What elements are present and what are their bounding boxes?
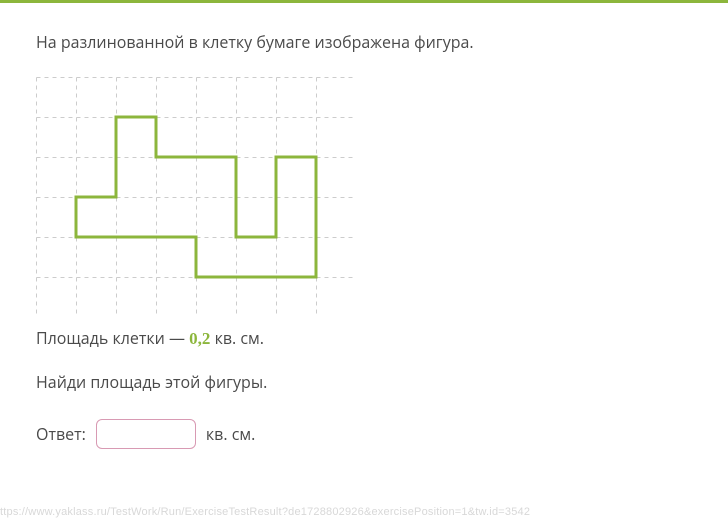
task-text: Найди площадь этой фигуры. (36, 371, 692, 393)
answer-input[interactable] (96, 419, 196, 449)
figure-area (36, 77, 356, 301)
exercise-content: На разлинованной в клетку бумаге изображ… (0, 3, 728, 449)
grid-figure-svg (36, 77, 356, 317)
prompt-text: На разлинованной в клетку бумаге изображ… (36, 31, 692, 53)
answer-unit: кв. см. (206, 423, 255, 445)
watermark-url: ttps://www.yaklass.ru/TestWork/Run/Exerc… (0, 506, 728, 518)
answer-row: Ответ: кв. см. (36, 419, 692, 449)
cell-area-line: Площадь клетки — 0,2 кв. см. (36, 327, 692, 349)
cell-area-prefix: Площадь клетки — (36, 327, 189, 349)
cell-area-suffix: кв. см. (210, 327, 264, 349)
answer-label: Ответ: (36, 423, 86, 445)
cell-area-value: 0,2 (189, 329, 210, 348)
